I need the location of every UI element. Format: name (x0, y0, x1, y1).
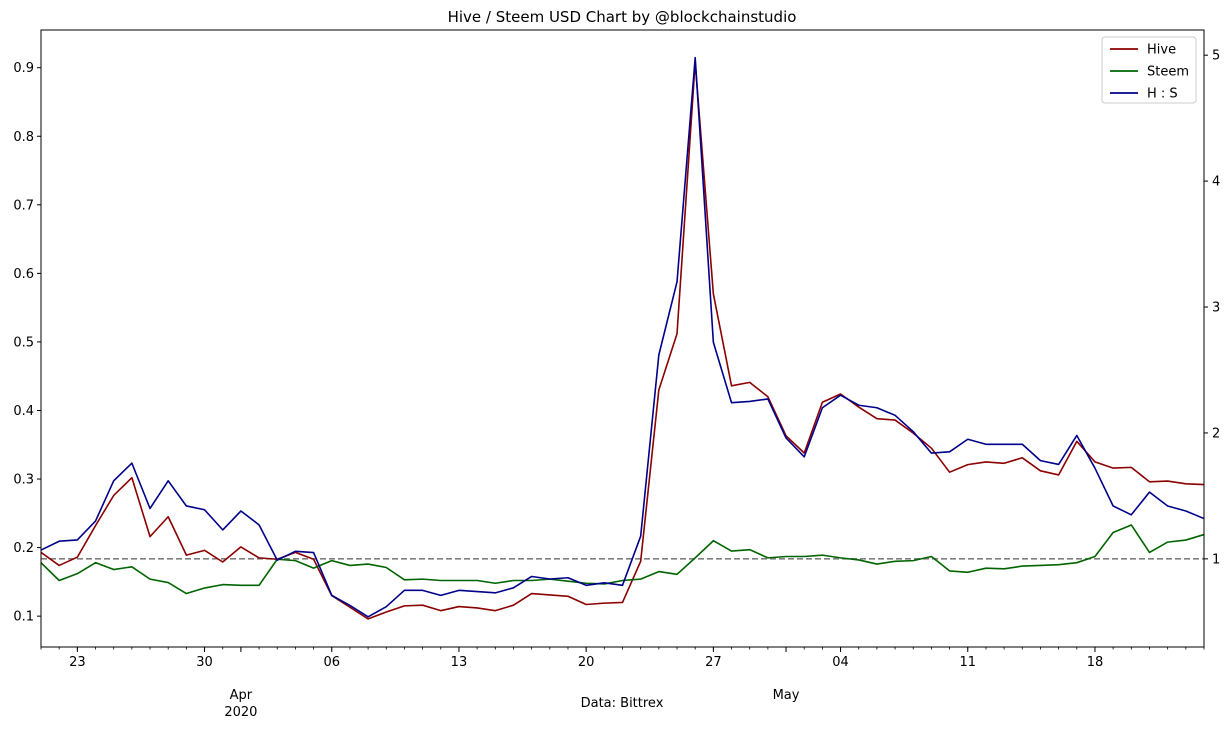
y-left-tick-label: 0.6 (13, 267, 34, 282)
series-line-2 (40, 524, 1205, 595)
y-right-tick-label: 1 (1212, 552, 1220, 567)
plot-area (40, 56, 1205, 620)
y-left-tick-label: 0.3 (13, 473, 34, 488)
series-line-3 (40, 56, 1205, 618)
x-tick-label: 23 (69, 655, 86, 670)
x-tick-label: 30 (196, 655, 213, 670)
x-tick-label: 27 (705, 655, 722, 670)
y-right-tick-label: 3 (1212, 301, 1220, 316)
x-tick-label: 11 (959, 655, 976, 670)
y-left-tick-label: 0.5 (13, 335, 34, 350)
x-month-label: Apr (230, 688, 253, 703)
legend-label: Steem (1147, 65, 1189, 80)
x-month-label: May (773, 688, 800, 703)
x-tick-label: 06 (323, 655, 340, 670)
y-right-tick-label: 2 (1212, 426, 1220, 441)
legend-box (1101, 36, 1197, 104)
plot-frame (40, 29, 1205, 648)
chart-title: Hive / Steem USD Chart by @blockchainstu… (448, 8, 797, 26)
x-tick-label: 18 (1087, 655, 1104, 670)
x-tick-label: 20 (578, 655, 595, 670)
x-tick-label: 04 (832, 655, 849, 670)
legend-label: Hive (1147, 43, 1176, 58)
legend-label: H : S (1147, 87, 1178, 102)
x-axis-label: Data: Bittrex (581, 696, 664, 711)
y-left-tick-label: 0.2 (13, 541, 34, 556)
legend: Hive Steem H : S (1101, 36, 1197, 104)
y-left-tick-label: 0.4 (13, 404, 34, 419)
x-year-label: 2020 (224, 705, 257, 720)
y-right-tick-label: 5 (1212, 49, 1220, 64)
series-line-1 (40, 61, 1205, 620)
y-right-tick-label: 4 (1212, 175, 1220, 190)
y-left-tick-label: 0.8 (13, 130, 34, 145)
y-left-tick-label: 0.1 (13, 610, 34, 625)
x-tick-label: 13 (451, 655, 468, 670)
y-left-tick-label: 0.9 (13, 61, 34, 76)
y-left-tick-label: 0.7 (13, 198, 34, 213)
